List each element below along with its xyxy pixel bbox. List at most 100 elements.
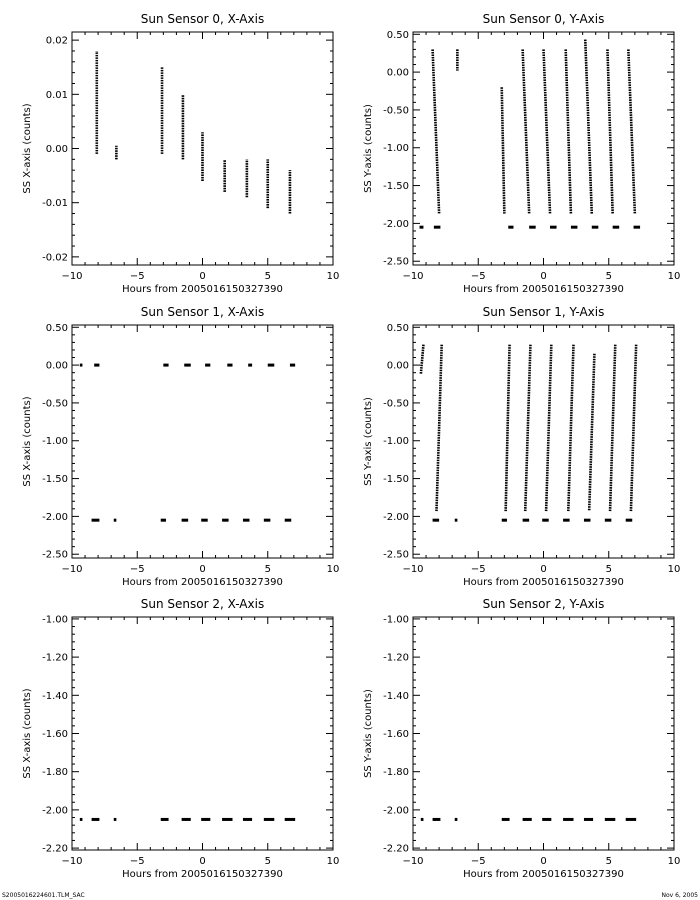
chart-title: Sun Sensor 0, X-Axis <box>141 12 264 26</box>
chart-panel: Sun Sensor 1, X-Axis −10 −5 0 5 10 -2.50 -2.00 -… <box>22 305 339 588</box>
y-tick-label: -1.00 <box>383 614 409 625</box>
y-tick-label: -2.00 <box>383 219 409 230</box>
y-tick-label: -1.80 <box>42 767 68 778</box>
data-streak <box>542 49 552 214</box>
data-streak <box>564 49 573 214</box>
y-tick-label: -2.50 <box>42 550 68 561</box>
y-tick-label: 0.50 <box>387 323 409 334</box>
chart-panel: Sun Sensor 0, Y-Axis −10 −5 0 5 10 -2.50 -2.00 -… <box>363 12 680 295</box>
plot-frame <box>71 616 334 851</box>
x-axis-label: Hours from 2005016150327390 <box>463 869 624 880</box>
y-tick-label: -1.20 <box>383 653 409 664</box>
x-tick-label: −10 <box>61 564 82 575</box>
chart-panel: Sun Sensor 2, Y-Axis −10 −5 0 5 10 -2.20 -2.00 -… <box>363 597 680 880</box>
y-axis-label: SS X-axis (counts) <box>22 396 33 486</box>
y-tick-label: -2.20 <box>42 844 68 855</box>
x-axis-label: Hours from 2005016150327390 <box>463 284 624 295</box>
data-streak <box>500 87 506 214</box>
y-tick-label: -1.00 <box>383 143 409 154</box>
data-streak <box>521 49 531 214</box>
y-axis-label: SS X-axis (counts) <box>22 103 33 193</box>
x-tick-label: 0 <box>540 564 546 575</box>
x-tick-label: 0 <box>540 856 546 867</box>
y-tick-label: -0.02 <box>42 252 68 263</box>
x-tick-label: 5 <box>606 564 612 575</box>
data-streak <box>419 344 425 375</box>
chart-panel: Sun Sensor 2, X-Axis −10 −5 0 5 10 -2.20 -2.00 -… <box>22 597 339 880</box>
y-tick-label: -1.50 <box>42 474 68 485</box>
x-tick-label: −5 <box>471 856 486 867</box>
y-tick-label: -0.50 <box>383 398 409 409</box>
y-axis-label: SS X-axis (counts) <box>22 688 33 778</box>
x-tick-label: −5 <box>130 564 145 575</box>
y-axis-label: SS Y-axis (counts) <box>363 397 374 486</box>
y-tick-label: -2.00 <box>383 805 409 816</box>
chart-title: Sun Sensor 2, Y-Axis <box>483 597 605 611</box>
x-tick-label: 0 <box>199 856 205 867</box>
y-tick-label: 0.00 <box>46 361 68 372</box>
x-tick-label: −5 <box>471 271 486 282</box>
y-tick-label: 0.00 <box>387 361 409 372</box>
y-tick-label: 0.02 <box>46 36 68 47</box>
y-tick-label: -1.20 <box>42 653 68 664</box>
x-axis-label: Hours from 2005016150327390 <box>122 284 283 295</box>
x-tick-label: 0 <box>199 564 205 575</box>
y-tick-label: -1.40 <box>42 691 68 702</box>
x-tick-label: −10 <box>61 271 82 282</box>
chart-title: Sun Sensor 1, Y-Axis <box>483 305 605 319</box>
x-tick-label: 10 <box>327 856 340 867</box>
x-tick-label: 5 <box>265 564 271 575</box>
y-tick-label: -1.00 <box>42 436 68 447</box>
y-tick-label: 0.00 <box>46 144 68 155</box>
footer-date: Nov 6, 2005 <box>661 892 698 899</box>
x-tick-label: −10 <box>402 856 423 867</box>
x-tick-label: −10 <box>402 271 423 282</box>
x-tick-label: 0 <box>199 271 205 282</box>
x-tick-label: 10 <box>668 564 681 575</box>
data-streak <box>629 344 638 512</box>
x-axis-label: Hours from 2005016150327390 <box>463 577 624 588</box>
x-tick-label: −5 <box>130 856 145 867</box>
y-axis-label: SS Y-axis (counts) <box>363 104 374 193</box>
x-axis-label: Hours from 2005016150327390 <box>122 869 283 880</box>
chart-panels: Sun Sensor 0, X-Axis −10 −5 0 5 10 -0.02 -0.01 0… <box>22 12 680 880</box>
chart-title: Sun Sensor 2, X-Axis <box>141 597 264 611</box>
y-tick-label: -1.40 <box>383 691 409 702</box>
chart-panel: Sun Sensor 1, Y-Axis −10 −5 0 5 10 -2.50 -2.00 -… <box>363 305 680 588</box>
y-tick-label: -0.01 <box>42 198 68 209</box>
y-tick-label: -1.60 <box>42 729 68 740</box>
y-tick-label: 0.50 <box>46 323 68 334</box>
y-tick-label: -1.60 <box>383 729 409 740</box>
x-tick-label: 10 <box>327 564 340 575</box>
y-tick-label: -0.50 <box>42 398 68 409</box>
plot-frame <box>412 616 675 851</box>
x-tick-label: −10 <box>402 564 423 575</box>
y-tick-label: -2.50 <box>383 257 409 268</box>
y-tick-label: -2.00 <box>42 805 68 816</box>
data-streak <box>544 344 553 512</box>
y-tick-label: -2.00 <box>42 512 68 523</box>
y-tick-label: -2.00 <box>383 512 409 523</box>
x-tick-label: 10 <box>668 856 681 867</box>
y-tick-label: -1.50 <box>383 181 409 192</box>
x-tick-label: −5 <box>471 564 486 575</box>
data-streak <box>431 49 441 214</box>
x-axis-label: Hours from 2005016150327390 <box>122 577 283 588</box>
y-axis-label: SS Y-axis (counts) <box>363 689 374 778</box>
data-streak <box>583 39 594 214</box>
y-tick-label: -1.50 <box>383 474 409 485</box>
x-tick-label: −10 <box>61 856 82 867</box>
data-streak <box>523 344 532 512</box>
y-tick-label: -2.20 <box>383 844 409 855</box>
x-tick-label: 0 <box>540 271 546 282</box>
data-streak <box>627 49 637 214</box>
chart-title: Sun Sensor 0, Y-Axis <box>483 12 605 26</box>
y-tick-label: -1.00 <box>42 614 68 625</box>
data-streak <box>587 353 596 512</box>
x-tick-label: −5 <box>130 271 145 282</box>
y-tick-label: 0.00 <box>387 68 409 79</box>
y-tick-label: -2.50 <box>383 550 409 561</box>
data-streak <box>566 344 575 512</box>
y-tick-label: 0.50 <box>387 30 409 41</box>
